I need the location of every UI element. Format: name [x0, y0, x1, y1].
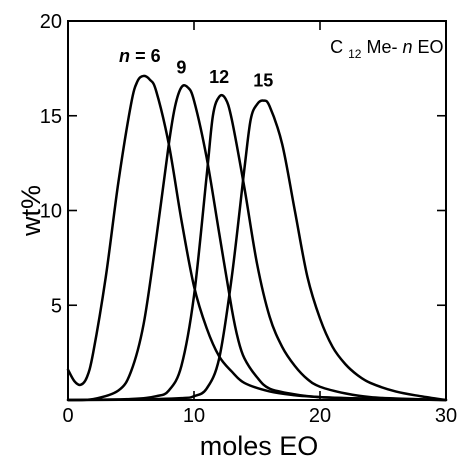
legend-suffix: EO	[418, 37, 444, 57]
series-label-n-prefix: n	[119, 46, 130, 66]
labels: 0 10 20 30 5 10 15 20 moles EO wt% 9 12 15	[16, 11, 457, 460]
series-curve-n9	[66, 84, 448, 402]
y-tick-label: 10	[40, 201, 62, 223]
series-curve-n15	[66, 99, 448, 402]
curves	[66, 74, 448, 402]
y-tick-label: 5	[51, 295, 62, 317]
axes	[67, 20, 447, 401]
x-tick-label: 30	[435, 405, 457, 427]
series-curve-n6	[66, 74, 448, 402]
legend-sub: 12	[348, 47, 362, 61]
x-tick-label: 0	[62, 405, 73, 427]
legend-italic: n	[402, 37, 412, 57]
y-tick-label: 15	[40, 106, 62, 128]
x-axis-label: moles EO	[200, 431, 319, 460]
series-label-15: 15	[253, 71, 273, 91]
legend-middle: Me-	[366, 37, 397, 57]
series-label-n: n = 6	[119, 46, 161, 66]
x-tick-label: 10	[183, 405, 205, 427]
legend-prefix: C	[330, 37, 343, 57]
series-label-12: 12	[209, 67, 229, 87]
x-tick-label: 20	[309, 405, 331, 427]
legend-text: C 12 Me- n EO	[330, 37, 443, 62]
y-axis-label: wt%	[16, 185, 46, 237]
y-tick-label: 20	[40, 11, 62, 33]
series-label-n-eq: = 6	[135, 46, 161, 66]
series-label-9: 9	[176, 57, 186, 77]
